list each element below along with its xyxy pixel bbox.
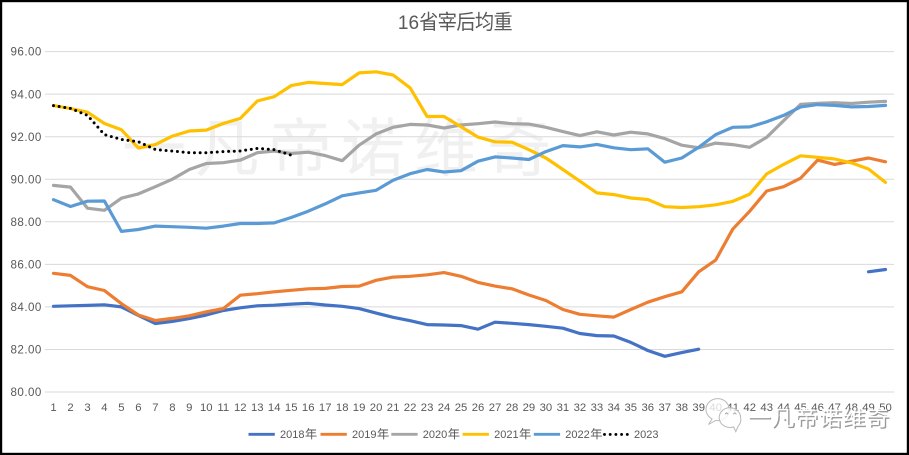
- svg-text:32: 32: [574, 402, 587, 414]
- svg-text:21: 21: [387, 402, 400, 414]
- svg-text:39: 39: [692, 402, 705, 414]
- svg-text:92.00: 92.00: [11, 131, 42, 144]
- svg-text:20: 20: [370, 402, 383, 414]
- svg-text:25: 25: [455, 402, 468, 414]
- svg-text:9: 9: [186, 402, 192, 414]
- svg-text:35: 35: [625, 402, 638, 414]
- svg-text:26: 26: [472, 402, 485, 414]
- svg-text:15: 15: [285, 402, 298, 414]
- svg-text:16: 16: [302, 402, 315, 414]
- svg-text:2019: 2019: [352, 429, 376, 441]
- svg-text:5: 5: [118, 402, 124, 414]
- svg-text:82.00: 82.00: [11, 344, 42, 357]
- svg-text:33: 33: [591, 402, 604, 414]
- svg-text:18: 18: [336, 402, 349, 414]
- svg-text:6: 6: [135, 402, 141, 414]
- svg-text:94.00: 94.00: [11, 88, 42, 101]
- svg-text:19: 19: [353, 402, 366, 414]
- svg-text:88.00: 88.00: [11, 216, 42, 229]
- svg-text:10: 10: [200, 402, 213, 414]
- svg-text:90.00: 90.00: [11, 173, 42, 186]
- svg-text:29: 29: [523, 402, 536, 414]
- svg-text:86.00: 86.00: [11, 259, 42, 272]
- svg-text:37: 37: [659, 402, 672, 414]
- svg-text:1: 1: [50, 402, 56, 414]
- svg-text:22: 22: [404, 402, 417, 414]
- svg-text:43: 43: [760, 402, 773, 414]
- svg-text:7: 7: [152, 402, 158, 414]
- svg-text:8: 8: [169, 402, 175, 414]
- svg-text:28: 28: [506, 402, 519, 414]
- svg-text:23: 23: [421, 402, 434, 414]
- svg-text:24: 24: [438, 402, 451, 414]
- svg-text:2020: 2020: [423, 429, 447, 441]
- svg-text:80.00: 80.00: [11, 386, 42, 399]
- svg-text:2: 2: [67, 402, 73, 414]
- svg-text:13: 13: [251, 402, 264, 414]
- svg-text:84.00: 84.00: [11, 301, 42, 314]
- svg-text:34: 34: [608, 402, 621, 414]
- svg-text:12: 12: [234, 402, 247, 414]
- svg-text:2018: 2018: [280, 429, 304, 441]
- svg-text:3: 3: [84, 402, 90, 414]
- svg-text:96.00: 96.00: [11, 46, 42, 59]
- svg-text:14: 14: [268, 402, 281, 414]
- svg-text:17: 17: [319, 402, 332, 414]
- svg-text:30: 30: [540, 402, 553, 414]
- svg-text:36: 36: [642, 402, 655, 414]
- svg-text:42: 42: [743, 402, 756, 414]
- svg-text:2021: 2021: [494, 429, 518, 441]
- svg-text:2022: 2022: [565, 429, 589, 441]
- svg-text:2023: 2023: [634, 429, 658, 441]
- svg-text:31: 31: [557, 402, 570, 414]
- svg-text:27: 27: [489, 402, 502, 414]
- svg-text:38: 38: [676, 402, 689, 414]
- svg-text:16: 16: [398, 13, 419, 34]
- svg-text:11: 11: [217, 402, 229, 414]
- svg-text:4: 4: [101, 402, 107, 414]
